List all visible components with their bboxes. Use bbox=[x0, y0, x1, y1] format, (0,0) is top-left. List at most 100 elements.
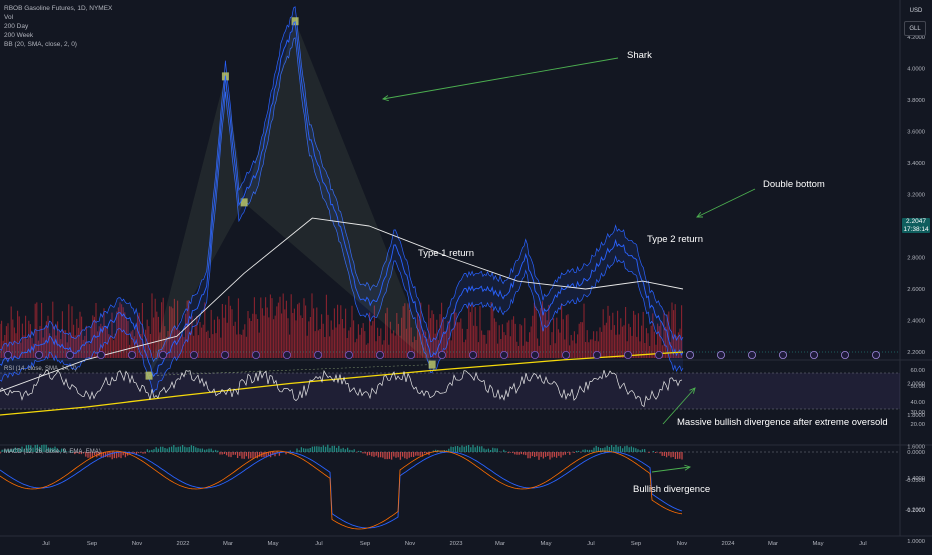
arrow-rsi-divergence-head bbox=[689, 387, 696, 394]
event-marker[interactable] bbox=[406, 350, 415, 359]
arrow-double-bottom bbox=[696, 188, 756, 218]
event-marker[interactable] bbox=[437, 350, 446, 359]
price-tick-label: 3.8000 bbox=[907, 98, 925, 104]
rsi-label[interactable]: RSI (14, close, SMA, 14, 7) bbox=[4, 366, 77, 372]
macd-histogram-positive bbox=[1, 444, 655, 452]
annotation-rsi-divergence: Massive bullish divergence after extreme… bbox=[677, 417, 888, 428]
price-tick-label: 1.0000 bbox=[907, 539, 925, 545]
price-tick-label: 1.4000 bbox=[907, 476, 925, 482]
event-marker[interactable] bbox=[35, 350, 44, 359]
event-marker[interactable] bbox=[593, 350, 602, 359]
time-tick-label: Jul bbox=[587, 541, 594, 547]
event-marker[interactable] bbox=[717, 350, 726, 359]
macd-line bbox=[0, 451, 683, 529]
rsi-tick-label: 50.00 bbox=[910, 384, 925, 390]
event-marker[interactable] bbox=[375, 350, 384, 359]
macd-label[interactable]: MACD (12, 26, close, 9, EMA, EMA) bbox=[4, 449, 101, 455]
macd-tick-label: 0.0000 bbox=[907, 450, 925, 456]
event-marker[interactable] bbox=[841, 350, 850, 359]
scale-button[interactable]: GLL bbox=[904, 21, 926, 36]
event-marker[interactable] bbox=[655, 350, 664, 359]
time-tick-label: Jul bbox=[859, 541, 866, 547]
time-tick-label: May bbox=[813, 541, 824, 547]
event-marker[interactable] bbox=[313, 350, 322, 359]
time-tick-label: 2024 bbox=[722, 541, 736, 547]
price-tick-label: 4.2000 bbox=[907, 35, 925, 41]
annotation-macd-divergence: Bullish divergence bbox=[633, 484, 711, 495]
price-tick-label: 1.8000 bbox=[907, 413, 925, 419]
ma200-day-line bbox=[0, 217, 684, 392]
event-marker[interactable] bbox=[66, 350, 75, 359]
event-marker[interactable] bbox=[127, 350, 136, 359]
rsi-tick-label: 60.00 bbox=[910, 368, 925, 374]
time-tick-label: Sep bbox=[87, 541, 97, 547]
event-marker[interactable] bbox=[4, 350, 12, 359]
event-marker[interactable] bbox=[97, 350, 106, 359]
annotation-shark: Shark bbox=[627, 50, 652, 61]
bollinger-lower bbox=[0, 37, 684, 394]
price-tick-label: 2.6000 bbox=[907, 287, 925, 293]
event-marker[interactable] bbox=[562, 350, 571, 359]
rsi-tick-label: 20.00 bbox=[910, 422, 925, 428]
time-tick-label: 2022 bbox=[177, 541, 190, 547]
arrow-double-bottom-head bbox=[696, 212, 704, 218]
event-marker[interactable] bbox=[282, 350, 291, 359]
indicator-bb[interactable]: BB (20, SMA, close, 2, 0) bbox=[4, 41, 77, 48]
time-tick-label: Nov bbox=[132, 541, 142, 547]
shark-point-4 bbox=[428, 360, 436, 369]
ma200-week-line bbox=[0, 351, 684, 416]
rsi-line bbox=[0, 369, 683, 408]
arrow-shark-head bbox=[381, 95, 389, 102]
macd-tick-label: -0.1000 bbox=[905, 508, 925, 514]
price-tick-label: 3.2000 bbox=[907, 193, 925, 199]
price-tick-label: 1.2000 bbox=[907, 508, 925, 514]
shark-point-0 bbox=[145, 371, 153, 380]
event-marker[interactable] bbox=[779, 350, 788, 359]
price-tick-label: 2.8000 bbox=[907, 256, 925, 262]
volume-bars bbox=[0, 293, 683, 358]
event-marker[interactable] bbox=[872, 350, 881, 359]
arrow-shark bbox=[382, 57, 619, 100]
indicator-vol[interactable]: Vol bbox=[4, 14, 14, 21]
event-marker[interactable] bbox=[158, 350, 167, 359]
event-marker[interactable] bbox=[686, 350, 695, 359]
time-tick-label: Jul bbox=[315, 541, 322, 547]
event-marker[interactable] bbox=[189, 350, 198, 359]
last-price-value: 2.2047 bbox=[906, 218, 926, 225]
time-tick-label: Sep bbox=[360, 541, 370, 547]
bollinger-upper bbox=[0, 6, 684, 363]
event-marker[interactable] bbox=[468, 350, 477, 359]
price-tick-label: 2.0000 bbox=[907, 382, 925, 388]
event-marker[interactable] bbox=[810, 350, 819, 359]
event-marker[interactable] bbox=[251, 350, 260, 359]
event-marker[interactable] bbox=[220, 350, 229, 359]
price-tick-label: 3.6000 bbox=[907, 130, 925, 136]
shark-point-2 bbox=[240, 198, 248, 207]
time-tick-label: Nov bbox=[405, 541, 415, 547]
indicator-200-week[interactable]: 200 Week bbox=[4, 32, 34, 39]
time-tick-label: Mar bbox=[768, 541, 778, 547]
legend: RBOB Gasoline Futures, 1D, NYMEX Vol 200… bbox=[4, 4, 112, 49]
event-marker[interactable] bbox=[531, 350, 540, 359]
indicator-200-day[interactable]: 200 Day bbox=[4, 23, 29, 30]
time-tick-label: Jul bbox=[42, 541, 49, 547]
time-tick-label: Sep bbox=[631, 541, 641, 547]
arrow-rsi-divergence bbox=[662, 387, 696, 425]
time-tick-label: Mar bbox=[223, 541, 233, 547]
time-tick-label: Mar bbox=[495, 541, 505, 547]
currency-button[interactable]: USD bbox=[909, 7, 923, 14]
rsi-band bbox=[0, 373, 900, 409]
event-marker[interactable] bbox=[499, 350, 508, 359]
bollinger-band-fill bbox=[0, 6, 683, 393]
shark-triangle-bcd bbox=[243, 20, 433, 365]
event-marker[interactable] bbox=[748, 350, 757, 359]
symbol-title[interactable]: RBOB Gasoline Futures, 1D, NYMEX bbox=[4, 5, 113, 12]
event-marker[interactable] bbox=[624, 350, 633, 359]
arrow-macd-divergence bbox=[651, 466, 691, 473]
shark-point-3 bbox=[291, 17, 299, 26]
arrow-macd-divergence-head bbox=[684, 464, 692, 471]
event-marker[interactable] bbox=[344, 350, 353, 359]
macd-tick-label: -0.0500 bbox=[905, 478, 925, 484]
